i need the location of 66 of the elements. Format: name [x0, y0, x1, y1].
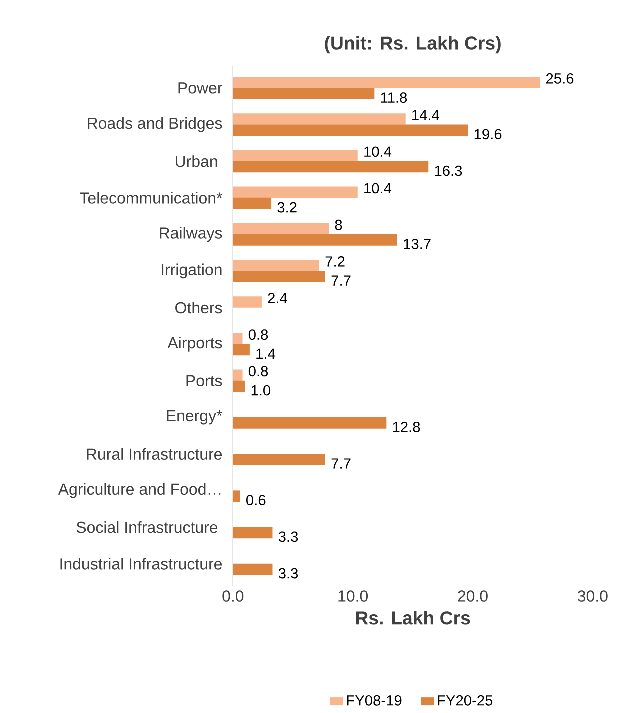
data-label: 0.6 — [246, 495, 266, 506]
data-label: 10.4 — [364, 146, 392, 158]
bar — [233, 344, 250, 356]
bar — [233, 234, 398, 246]
data-label: 0.8 — [249, 366, 268, 377]
bar — [233, 150, 358, 162]
y-tick-label: Social Infrastructure — [77, 522, 218, 534]
x-axis-title: Rs. Lakh Crs — [356, 611, 470, 625]
data-label: 1.4 — [256, 348, 276, 360]
bar — [233, 564, 273, 576]
y-tick-label: Industrial Infrastructure — [60, 558, 222, 570]
legend-label: FY20-25 — [438, 695, 493, 706]
data-label: 2.4 — [268, 293, 288, 304]
x-tick-label: 20.0 — [458, 590, 488, 602]
bar — [233, 186, 358, 198]
data-label: 7.7 — [332, 458, 351, 469]
y-tick-label: Railways — [160, 227, 222, 242]
bar — [233, 527, 273, 539]
data-label: 3.3 — [279, 532, 298, 542]
data-label: 3.2 — [278, 202, 297, 213]
data-label: 1.0 — [252, 385, 271, 396]
bar — [233, 124, 468, 136]
y-tick-label: Roads and Bridges — [88, 117, 222, 132]
x-tick-label: 10.0 — [338, 590, 368, 602]
bar — [233, 370, 243, 382]
bar — [233, 260, 320, 272]
chart-title: (Unit: Rs. Lakh Crs) — [325, 36, 502, 54]
data-label: 3.3 — [279, 568, 298, 579]
bar — [233, 296, 262, 308]
data-label: 0.8 — [249, 330, 268, 340]
bar — [233, 454, 326, 466]
y-tick-label: Airports — [168, 336, 222, 352]
bar — [233, 271, 326, 282]
bar — [233, 333, 243, 344]
data-label: 11.8 — [382, 92, 408, 103]
bar — [233, 114, 406, 125]
bar — [233, 223, 330, 235]
y-tick-label: Ports — [186, 375, 222, 387]
y-tick-label: Others — [176, 302, 222, 314]
bar — [233, 88, 375, 100]
bar — [233, 77, 540, 88]
data-label: 7.2 — [326, 256, 345, 267]
y-tick-label: Power — [178, 82, 223, 94]
bar — [233, 380, 246, 392]
data-label: 7.7 — [332, 276, 351, 286]
y-tick-label: Irrigation — [162, 264, 222, 279]
data-label: 19.6 — [475, 129, 502, 140]
data-label: 25.6 — [546, 74, 574, 84]
bar — [233, 198, 272, 210]
y-tick-label: Agriculture and Food… — [58, 483, 221, 498]
bar — [233, 161, 429, 173]
data-label: 12.8 — [394, 422, 420, 432]
x-tick-label: 0.0 — [222, 590, 244, 602]
data-label: 13.7 — [404, 239, 432, 250]
legend-label: FY08-19 — [348, 695, 402, 706]
y-tick-label: Rural Infrastructure — [87, 448, 222, 460]
bar — [233, 417, 387, 429]
y-tick-label: Energy* — [167, 410, 223, 425]
data-label: 10.4 — [364, 183, 392, 194]
bar — [233, 490, 241, 502]
data-label: 8 — [336, 220, 342, 230]
x-tick-label: 30.0 — [578, 590, 608, 602]
data-label: 16.3 — [436, 166, 462, 176]
data-label: 14.4 — [412, 110, 440, 120]
y-tick-label: Telecommunication* — [80, 192, 223, 204]
y-tick-label: Urban — [176, 156, 218, 168]
